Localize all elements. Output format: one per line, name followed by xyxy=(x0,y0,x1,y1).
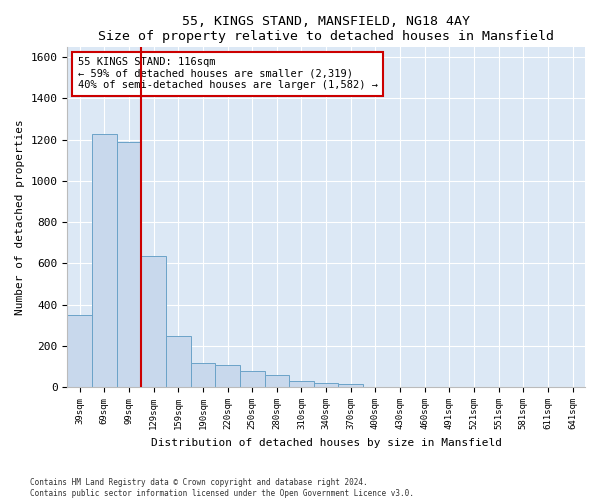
Bar xyxy=(314,383,338,387)
Bar xyxy=(166,336,191,387)
Bar xyxy=(215,364,240,387)
Bar xyxy=(289,381,314,387)
Text: Contains HM Land Registry data © Crown copyright and database right 2024.
Contai: Contains HM Land Registry data © Crown c… xyxy=(30,478,414,498)
X-axis label: Distribution of detached houses by size in Mansfield: Distribution of detached houses by size … xyxy=(151,438,502,448)
Bar xyxy=(92,134,116,387)
Y-axis label: Number of detached properties: Number of detached properties xyxy=(15,119,25,315)
Bar xyxy=(141,256,166,387)
Bar xyxy=(191,364,215,387)
Bar xyxy=(240,370,265,387)
Text: 55 KINGS STAND: 116sqm
← 59% of detached houses are smaller (2,319)
40% of semi-: 55 KINGS STAND: 116sqm ← 59% of detached… xyxy=(77,57,377,90)
Bar xyxy=(265,375,289,387)
Bar xyxy=(338,384,363,387)
Bar xyxy=(67,315,92,387)
Title: 55, KINGS STAND, MANSFIELD, NG18 4AY
Size of property relative to detached house: 55, KINGS STAND, MANSFIELD, NG18 4AY Siz… xyxy=(98,15,554,43)
Bar xyxy=(116,142,141,387)
